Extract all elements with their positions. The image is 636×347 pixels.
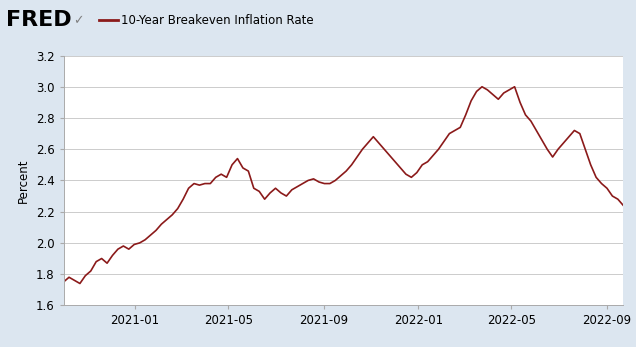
Y-axis label: Percent: Percent xyxy=(17,158,31,203)
Text: 10-Year Breakeven Inflation Rate: 10-Year Breakeven Inflation Rate xyxy=(121,14,314,27)
Text: ✓: ✓ xyxy=(73,14,84,27)
Text: FRED: FRED xyxy=(6,10,72,30)
